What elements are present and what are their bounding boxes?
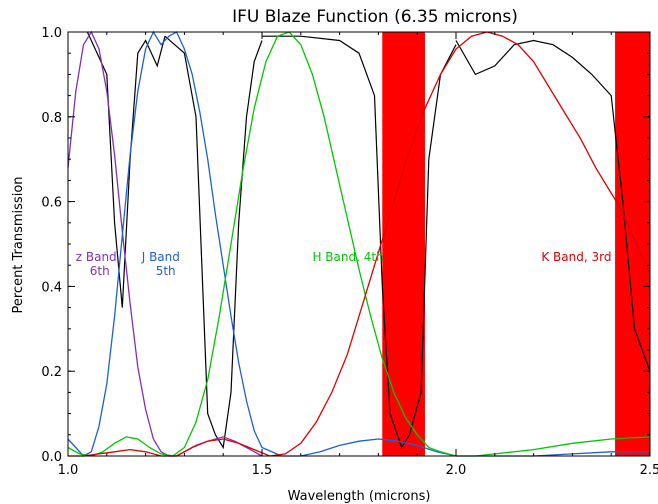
y-axis-label: Percent Transmission bbox=[11, 176, 26, 313]
chart-title: IFU Blaze Function (6.35 microns) bbox=[232, 7, 518, 27]
y-tick-label: 0.4 bbox=[41, 280, 62, 295]
shaded-region-0 bbox=[382, 32, 425, 456]
band-label: 5th bbox=[156, 264, 176, 278]
series-line-3 bbox=[68, 31, 651, 457]
band-label: z Band bbox=[76, 250, 117, 264]
y-axis: 0.0 0.2 0.4 0.6 0.8 1.0 bbox=[41, 26, 650, 465]
x-tick-label: 1.5 bbox=[252, 463, 273, 478]
atmosphere-transmission bbox=[86, 31, 651, 450]
series-lines bbox=[67, 30, 651, 457]
y-tick-label: 0.0 bbox=[41, 450, 62, 465]
y-tick-label: 0.8 bbox=[41, 111, 62, 126]
band-label: 6th bbox=[90, 264, 110, 278]
plot-frame bbox=[67, 31, 651, 457]
band-label: K Band, 3rd bbox=[541, 250, 611, 264]
band-label: H Band, 4th bbox=[312, 250, 383, 264]
atmosphere-segment-3 bbox=[455, 39, 651, 372]
atmosphere-segment-2 bbox=[262, 35, 457, 449]
x-tick-label: 1.0 bbox=[58, 463, 79, 478]
series-line-1 bbox=[67, 30, 650, 457]
shaded-regions bbox=[382, 32, 650, 456]
series-line-0 bbox=[67, 30, 263, 457]
y-tick-label: 0.6 bbox=[41, 196, 62, 211]
x-axis: 1.0 1.5 2.0 2.5 bbox=[58, 32, 658, 478]
x-axis-label: Wavelength (microns) bbox=[288, 489, 431, 504]
atmosphere-segment-1 bbox=[164, 35, 263, 450]
y-tick-label: 1.0 bbox=[41, 26, 62, 41]
y-tick-label: 0.2 bbox=[41, 365, 62, 380]
band-label: J Band bbox=[141, 250, 180, 264]
x-tick-label: 2.5 bbox=[640, 463, 658, 478]
x-tick-label: 2.0 bbox=[446, 463, 467, 478]
shaded-region-1 bbox=[615, 32, 650, 456]
series-line-2 bbox=[67, 31, 651, 457]
